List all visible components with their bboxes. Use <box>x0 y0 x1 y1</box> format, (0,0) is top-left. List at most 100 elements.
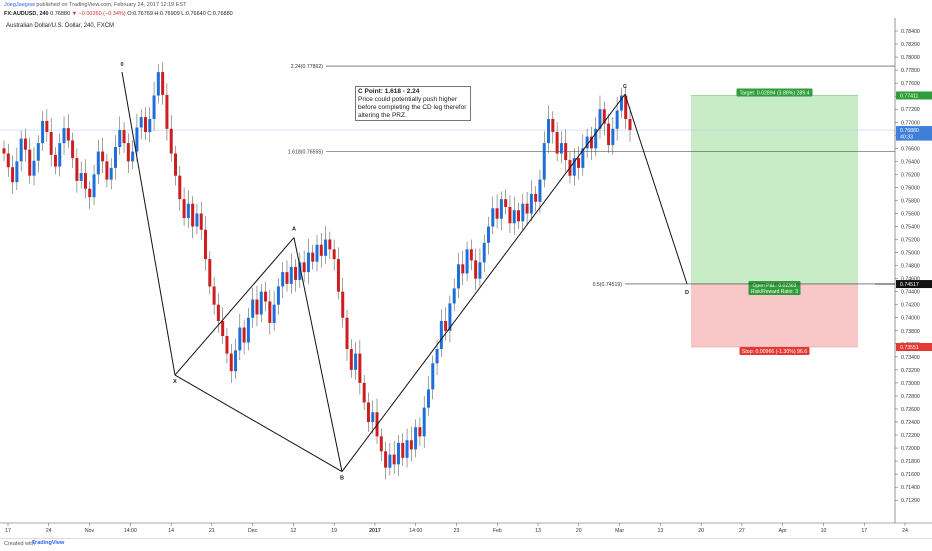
candle-body <box>379 436 383 452</box>
symbol-label: FX:AUDUSD, 240 <box>4 11 49 17</box>
price-tag-label: 40:33 <box>900 135 913 141</box>
pattern-point-label: B <box>340 476 344 482</box>
candle-body <box>581 148 585 168</box>
price-axis[interactable]: 0.78400 0.78200 0.78000 0.77800 0.77600 0.774… <box>894 18 932 523</box>
candle-body <box>229 353 233 372</box>
candle-body <box>36 143 40 161</box>
candle-body <box>628 119 632 131</box>
candle-body <box>212 286 216 305</box>
fib-level-label: 1.618(0.76555) <box>288 149 323 155</box>
candle-body <box>113 147 117 168</box>
pattern-leg <box>624 94 688 285</box>
price-tag-bg <box>896 132 932 141</box>
symbol-line: FX:AUDUSD, 240 0.76880 ▼ −0.00260 (−0.34… <box>4 11 233 17</box>
note-body: Price could potentially push higher befo… <box>358 96 467 119</box>
candle-body <box>499 199 503 219</box>
time-tick-label: 19 <box>331 528 337 534</box>
pattern-leg <box>341 93 626 472</box>
price-tick-label: 0.76000 <box>901 185 920 191</box>
pattern-labels: 0 X A B C D <box>120 62 689 481</box>
candle-body <box>148 119 152 133</box>
candle-body <box>555 132 559 154</box>
price-tick-label: 0.77200 <box>901 107 920 113</box>
candle-body <box>508 206 512 224</box>
candle-body <box>186 203 190 219</box>
time-tick-label: 12 <box>291 528 297 534</box>
candle-body <box>268 301 272 323</box>
price-tick-label: 0.72400 <box>901 420 920 426</box>
pattern-leg <box>293 237 343 472</box>
candle-body <box>529 193 533 214</box>
candle-body <box>66 128 70 141</box>
note-title: C Point: 1.618 - 2.24 <box>358 88 420 95</box>
candle-body <box>328 239 332 250</box>
candle-body <box>131 151 135 162</box>
price-tag-bg <box>896 280 932 289</box>
candle-body <box>495 208 499 219</box>
stop-label-bg <box>739 346 810 355</box>
pattern-bd <box>342 284 687 472</box>
candle-body <box>143 117 147 133</box>
time-tick-label: 24 <box>46 528 52 534</box>
price-chart-svg[interactable]: Target: 0.02894 (3.88%) 289.4 Stop: 0.009… <box>0 18 932 538</box>
price-tick-label: 0.77800 <box>901 68 920 74</box>
candle-body <box>607 123 611 146</box>
candle-body <box>319 244 323 256</box>
candle-body <box>336 259 340 292</box>
pattern-leg <box>174 237 295 376</box>
time-axis[interactable]: 17 24 Nov 14:00 14 21 Dec 12 19 2017 14:00 23 Feb 13 2… <box>0 522 932 534</box>
candle-body <box>255 299 259 315</box>
candle-body <box>135 127 139 152</box>
author-link[interactable]: JoegJaegow <box>4 2 35 8</box>
open-pl-label: Open P&L: 0.02363 <box>753 283 797 289</box>
candle-body <box>332 249 336 260</box>
time-tick-label: 21 <box>209 528 215 534</box>
profit-zone <box>691 95 858 285</box>
time-tick-label: Mar <box>615 528 624 534</box>
candle-body <box>156 72 160 96</box>
price-tick-label: 0.71800 <box>901 459 920 465</box>
candle-body <box>431 363 435 390</box>
price-tick-label: 0.76200 <box>901 172 920 178</box>
price-tick-label: 0.77000 <box>901 120 920 126</box>
time-tick-label: Dec <box>248 528 258 534</box>
candle-body <box>512 210 516 224</box>
candle-body <box>474 260 478 279</box>
price-tag-label: 0.76880 <box>900 128 919 134</box>
candle-body <box>615 110 619 129</box>
price-tick-label: 0.73400 <box>901 355 920 361</box>
publish-line: JoegJaegow published on TradingView.com,… <box>4 2 186 8</box>
time-tick-label: Feb <box>493 528 502 534</box>
candle-body <box>366 402 370 422</box>
candle-body <box>594 128 598 149</box>
created-with: Created with <box>4 541 35 547</box>
target-label-bg <box>736 88 813 97</box>
position-zones: Target: 0.02894 (3.88%) 289.4 Stop: 0.009… <box>691 88 858 355</box>
candle-body <box>611 128 615 146</box>
candle-body <box>204 229 208 260</box>
candle-body <box>551 119 555 133</box>
candle-body <box>294 266 298 280</box>
candle-body <box>435 349 439 364</box>
time-tick-label: 17 <box>861 528 867 534</box>
candle-body <box>491 208 495 227</box>
candle-body <box>41 120 45 144</box>
price-tick-label: 0.73000 <box>901 381 920 387</box>
time-tick-label: 27 <box>739 528 745 534</box>
candle-body <box>409 440 413 450</box>
candle-body <box>23 138 27 150</box>
candle-body <box>525 203 529 214</box>
candle-body <box>53 154 57 167</box>
price-tick-label: 0.75600 <box>901 211 920 217</box>
pattern-point-label: D <box>685 290 689 296</box>
tradingview-logo[interactable]: TradingView <box>32 540 65 546</box>
candle-body <box>251 299 255 318</box>
chart-area[interactable]: Target: 0.02894 (3.88%) 289.4 Stop: 0.009… <box>0 18 932 538</box>
candle-body <box>169 128 173 154</box>
time-tick-label: 13 <box>535 528 541 534</box>
candle-body <box>349 349 353 370</box>
candle-body <box>371 412 375 422</box>
price-tag-label: 0.73551 <box>900 345 919 351</box>
candle-body <box>426 389 430 408</box>
price-tick-label: 0.74400 <box>901 290 920 296</box>
